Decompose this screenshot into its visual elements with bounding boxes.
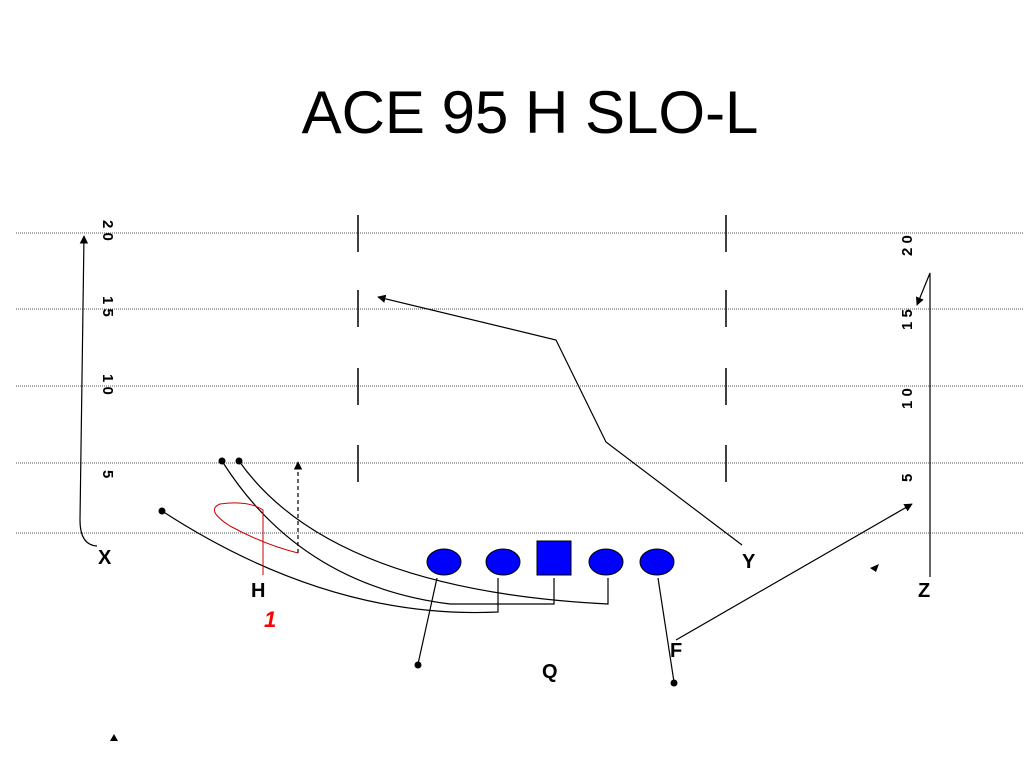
f-route xyxy=(675,503,913,641)
hash-marks xyxy=(357,215,727,482)
player-label-f: F xyxy=(670,640,682,662)
player-label-q: Q xyxy=(542,661,558,683)
yard-lines xyxy=(16,232,1024,534)
yard-numbers-left: 2 0 1 5 1 0 5 xyxy=(99,220,116,478)
player-label-z: Z xyxy=(918,580,930,602)
routes xyxy=(79,235,931,683)
left-tackle xyxy=(426,548,462,576)
yard-numbers-right: 2 0 1 5 1 0 5 xyxy=(899,235,916,482)
yard-number-left-15: 1 5 xyxy=(99,296,116,317)
center xyxy=(536,540,572,576)
yard-number-right-5: 5 xyxy=(899,474,916,482)
lineman-pull-route-1 xyxy=(161,510,499,614)
player-label-x: X xyxy=(98,547,112,569)
z-route xyxy=(915,272,931,577)
arrowhead-mark xyxy=(110,734,118,741)
lineman-block-5 xyxy=(657,577,675,683)
yard-number-right-15: 1 5 xyxy=(899,309,916,330)
yard-number-left-5: 5 xyxy=(99,470,116,478)
y-route xyxy=(377,294,743,546)
lineman-block-1 xyxy=(417,577,438,665)
lineman-pull-route-2 xyxy=(221,460,555,605)
right-tackle xyxy=(639,548,675,576)
yard-number-left-20: 2 0 xyxy=(99,220,116,241)
player-label-h: H xyxy=(251,580,265,602)
lineman-pull-route-3 xyxy=(238,460,609,605)
x-route xyxy=(79,235,98,547)
read-number-h: 1 xyxy=(264,607,276,632)
play-title: ACE 95 H SLO-L xyxy=(301,79,759,146)
h-route xyxy=(213,502,299,575)
yard-number-left-10: 1 0 xyxy=(99,374,116,395)
arrowhead-mark xyxy=(870,564,879,572)
yard-number-right-10: 1 0 xyxy=(899,388,916,409)
left-guard xyxy=(485,548,521,576)
right-guard xyxy=(588,548,624,576)
route-endpoints xyxy=(158,457,678,687)
yard-number-right-20: 2 0 xyxy=(899,235,916,256)
player-label-y: Y xyxy=(742,551,756,573)
offensive-line xyxy=(426,540,675,576)
